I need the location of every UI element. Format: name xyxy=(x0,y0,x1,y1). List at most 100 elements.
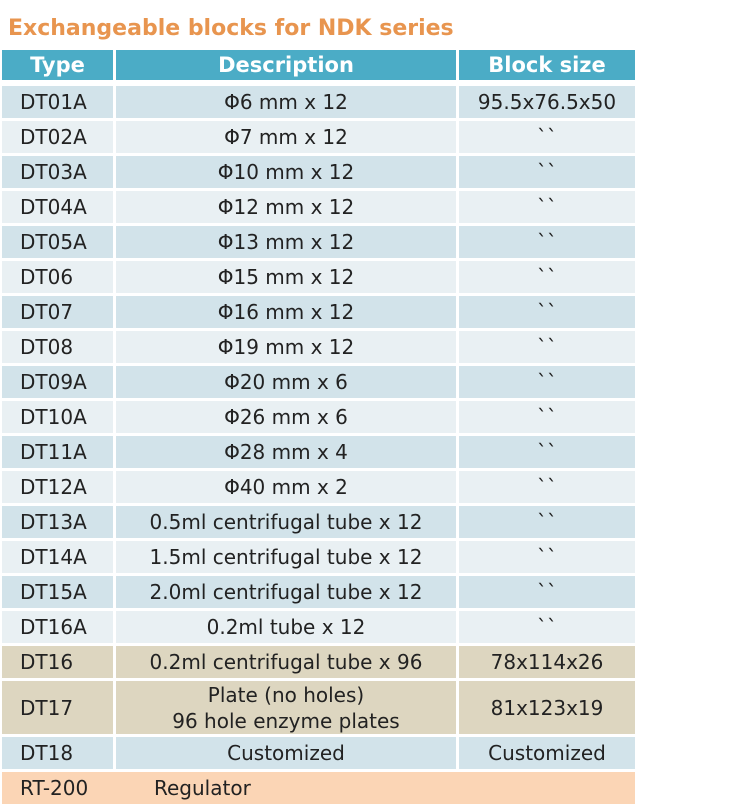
cell: `` xyxy=(459,191,635,223)
cell: DT02A xyxy=(2,121,113,153)
cell: Φ15 mm x 12 xyxy=(116,261,456,293)
cell: `` xyxy=(459,366,635,398)
cell-text: `` xyxy=(537,265,557,289)
cell-text: DT05A xyxy=(20,230,87,254)
cell-text: DT12A xyxy=(20,475,87,499)
row: RT-200 Regulator xyxy=(2,772,635,804)
cell-text: 0.2ml centrifugal tube x 96 xyxy=(149,650,423,674)
cell: Φ19 mm x 12 xyxy=(116,331,456,363)
cell-text: `` xyxy=(537,300,557,324)
cell-text: `` xyxy=(537,510,557,534)
cell: `` xyxy=(459,121,635,153)
cell: DT16 xyxy=(2,646,113,678)
cell: DT04A xyxy=(2,191,113,223)
cell-text: `` xyxy=(537,405,557,429)
cell: 81x123x19 xyxy=(459,681,635,734)
cell: DT08 xyxy=(2,331,113,363)
cell-text: Φ40 mm x 2 xyxy=(224,475,348,499)
cell: 1.5ml centrifugal tube x 12 xyxy=(116,541,456,573)
cell: `` xyxy=(459,156,635,188)
cell: Φ20 mm x 6 xyxy=(116,366,456,398)
cell-text: Φ13 mm x 12 xyxy=(217,230,355,254)
cell: DT10A xyxy=(2,401,113,433)
cell-text: 2.0ml centrifugal tube x 12 xyxy=(149,580,423,604)
cell: Φ26 mm x 6 xyxy=(116,401,456,433)
header-cell: Type xyxy=(2,50,113,80)
cell-text: `` xyxy=(537,440,557,464)
cell: `` xyxy=(459,541,635,573)
cell-text: DT18 xyxy=(20,741,74,765)
cell-text: Φ10 mm x 12 xyxy=(217,160,355,184)
cell: `` xyxy=(459,226,635,258)
cell: Φ12 mm x 12 xyxy=(116,191,456,223)
cell-text: DT06 xyxy=(20,265,74,289)
cell: Φ10 mm x 12 xyxy=(116,156,456,188)
header-cell: Block size xyxy=(459,50,635,80)
cell: DT18 xyxy=(2,737,113,769)
cell-text: Type xyxy=(30,53,85,77)
cell: Φ16 mm x 12 xyxy=(116,296,456,328)
cell-text: Φ12 mm x 12 xyxy=(217,195,355,219)
cell: DT14A xyxy=(2,541,113,573)
cell-text: RT-200 xyxy=(20,776,89,800)
cell-text: DT04A xyxy=(20,195,87,219)
cell: Customized xyxy=(116,737,456,769)
header-cell: Description xyxy=(116,50,456,80)
cell: `` xyxy=(459,576,635,608)
cell-text: Φ16 mm x 12 xyxy=(217,300,355,324)
cell-text: Customized xyxy=(488,741,606,765)
cell-text: Plate (no holes) xyxy=(207,682,365,707)
cell: DT17 xyxy=(2,681,113,734)
cell: Φ7 mm x 12 xyxy=(116,121,456,153)
cell-text: DT17 xyxy=(20,695,74,720)
cell-text: Block size xyxy=(488,53,606,77)
cell: 78x114x26 xyxy=(459,646,635,678)
cell: `` xyxy=(459,331,635,363)
cell-text: Φ20 mm x 6 xyxy=(224,370,348,394)
cell-text: Φ7 mm x 12 xyxy=(224,125,348,149)
cell: Φ28 mm x 4 xyxy=(116,436,456,468)
cell-text: DT08 xyxy=(20,335,74,359)
cell-text: `` xyxy=(537,335,557,359)
cell-text: Regulator xyxy=(154,776,251,800)
cell-text: `` xyxy=(537,370,557,394)
cell: Φ40 mm x 2 xyxy=(116,471,456,503)
title: Exchangeable blocks for NDK series xyxy=(8,16,454,41)
cell: Φ6 mm x 12 xyxy=(116,86,456,118)
cell-text: `` xyxy=(537,475,557,499)
cell-text: Description xyxy=(218,53,354,77)
cell-text: 81x123x19 xyxy=(490,695,604,720)
cell-text: `` xyxy=(537,230,557,254)
cell-text: 0.5ml centrifugal tube x 12 xyxy=(149,510,423,534)
cell: DT09A xyxy=(2,366,113,398)
cell-text: DT13A xyxy=(20,510,87,534)
cell-text: Φ28 mm x 4 xyxy=(224,440,348,464)
cell-text: `` xyxy=(537,160,557,184)
cell-text: `` xyxy=(537,195,557,219)
cell-text: `` xyxy=(537,615,557,639)
cell: `` xyxy=(459,506,635,538)
cell-text: 95.5x76.5x50 xyxy=(477,90,617,114)
cell: DT12A xyxy=(2,471,113,503)
cell-text: 78x114x26 xyxy=(490,650,604,674)
cell: 0.2ml centrifugal tube x 96 xyxy=(116,646,456,678)
cell-text: DT10A xyxy=(20,405,87,429)
cell: Φ13 mm x 12 xyxy=(116,226,456,258)
cell: `` xyxy=(459,611,635,643)
cell-text: 0.2ml tube x 12 xyxy=(206,615,366,639)
cell-text: Customized xyxy=(227,741,345,765)
cell: 95.5x76.5x50 xyxy=(459,86,635,118)
cell: DT01A xyxy=(2,86,113,118)
cell: 0.2ml tube x 12 xyxy=(116,611,456,643)
cell: DT03A xyxy=(2,156,113,188)
cell-text: DT07 xyxy=(20,300,74,324)
cell-text: `` xyxy=(537,580,557,604)
cell: `` xyxy=(459,261,635,293)
cell-text: 96 hole enzyme plates xyxy=(172,708,400,733)
cell: `` xyxy=(459,471,635,503)
cell-text: Φ26 mm x 6 xyxy=(224,405,348,429)
cell: `` xyxy=(459,401,635,433)
cell-text: DT15A xyxy=(20,580,87,604)
cell-text: Φ19 mm x 12 xyxy=(217,335,355,359)
